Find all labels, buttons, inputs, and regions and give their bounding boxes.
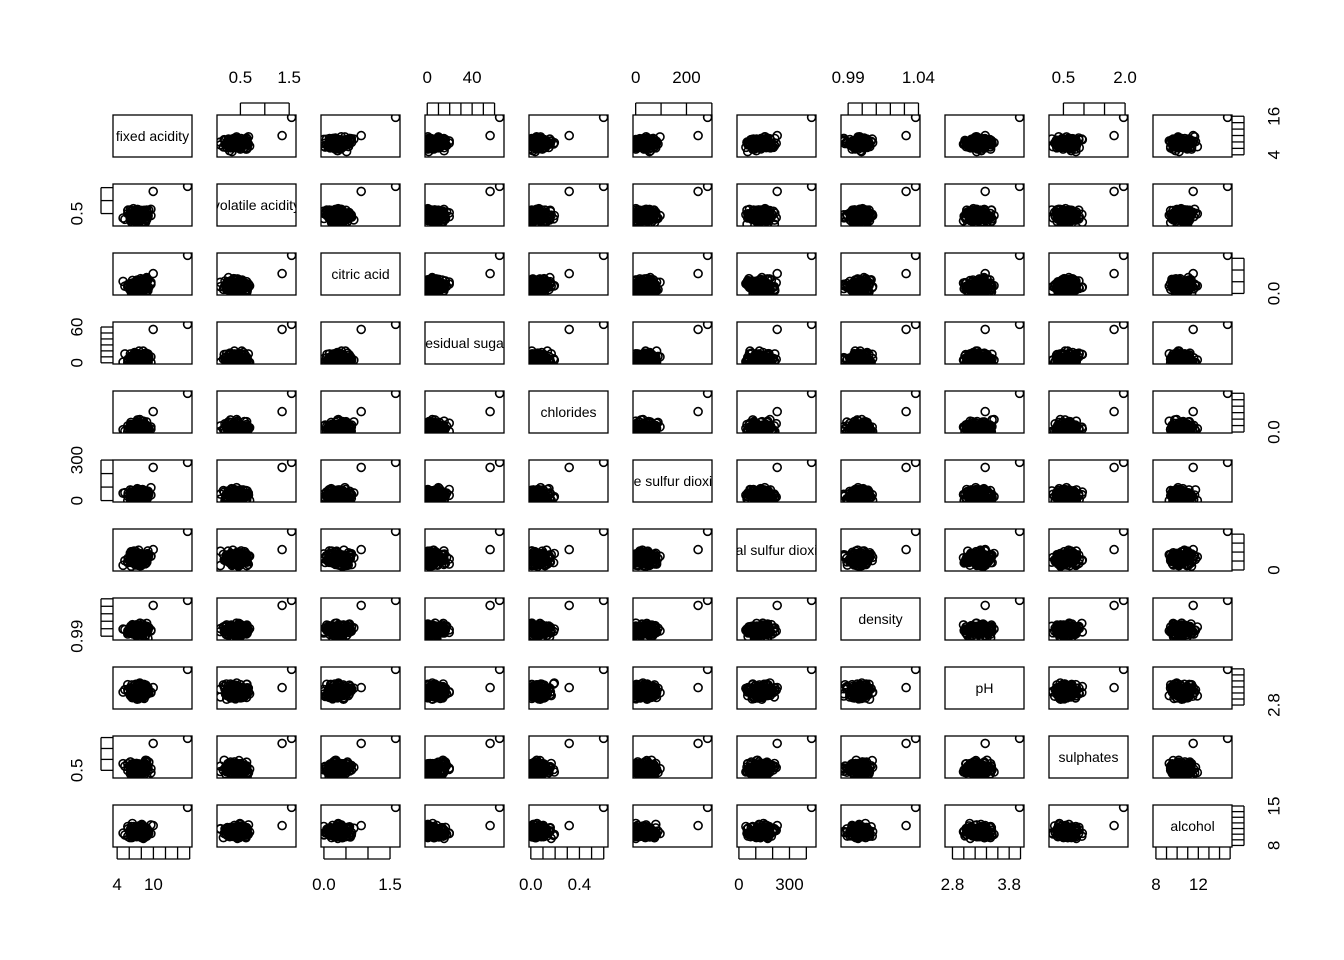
panel-citric-acid-vs-total-sulfur-dioxide: [737, 251, 816, 297]
panel-citric-acid-vs-residual-sugar: [424, 251, 504, 297]
panel-volatile-acidity-vs-sulphates: [1048, 182, 1128, 228]
panel-residual-sugar-vs-free-sulfur-dioxide: [632, 320, 712, 366]
panel-volatile-acidity-vs-volatile-acidity: volatile acidity: [213, 184, 300, 226]
panel-citric-acid-vs-free-sulfur-dioxide: [632, 251, 712, 297]
data-point: [149, 325, 157, 333]
data-point: [694, 325, 702, 333]
panel-citric-acid-vs-sulphates: [1048, 251, 1128, 297]
panel-volatile-acidity-vs-alcohol: [1153, 182, 1232, 228]
panel-residual-sugar-vs-citric-acid: [320, 320, 400, 366]
variable-label: fixed acidity: [116, 128, 189, 144]
data-point: [1189, 187, 1197, 195]
data-point: [902, 187, 910, 195]
panel-volatile-acidity-vs-total-sulfur-dioxide: [737, 182, 816, 228]
panel-fixed-acidity-vs-fixed-acidity: fixed acidity: [113, 115, 192, 157]
panel-fixed-acidity-vs-chlorides: [528, 113, 608, 157]
panel-fixed-acidity-vs-pH: [945, 113, 1024, 157]
data-point: [278, 132, 286, 140]
data-point: [486, 270, 494, 278]
panel-fixed-acidity-vs-density: [840, 113, 920, 157]
data-point: [357, 325, 365, 333]
variable-label: volatile acidity: [213, 197, 300, 213]
panel-citric-acid-vs-pH: [945, 251, 1024, 297]
panel-volatile-acidity-vs-pH: [945, 182, 1024, 228]
panel-volatile-acidity-vs-chlorides: [528, 182, 608, 228]
panel-citric-acid-vs-citric-acid: citric acid: [321, 253, 400, 295]
data-point: [278, 270, 286, 278]
data-point: [486, 187, 494, 195]
variable-label: residual sugar: [421, 335, 509, 351]
data-point: [1110, 270, 1118, 278]
panel-volatile-acidity-vs-citric-acid: [320, 182, 400, 228]
data-point: [565, 132, 573, 140]
data-point: [902, 132, 910, 140]
data-point: [278, 325, 286, 333]
data-point: [773, 270, 781, 278]
panel-residual-sugar-vs-volatile-acidity: [216, 320, 296, 366]
panel-residual-sugar-vs-total-sulfur-dioxide: [737, 320, 816, 366]
panel-residual-sugar-vs-fixed-acidity: [113, 320, 192, 366]
panel-volatile-acidity-vs-density: [840, 182, 920, 228]
data-point: [694, 187, 702, 195]
panel-fixed-acidity-vs-volatile-acidity: [216, 113, 296, 157]
panel-fixed-acidity-vs-alcohol: [1153, 113, 1232, 157]
data-point: [1110, 132, 1118, 140]
data-point: [149, 270, 157, 278]
panel-volatile-acidity-vs-free-sulfur-dioxide: [632, 182, 712, 228]
panel-residual-sugar-vs-chlorides: [528, 320, 608, 366]
data-point: [565, 187, 573, 195]
data-point: [981, 187, 989, 195]
panel-fixed-acidity-vs-total-sulfur-dioxide: [737, 113, 816, 157]
data-point: [357, 187, 365, 195]
panel-citric-acid-vs-fixed-acidity: [113, 251, 192, 297]
panel-citric-acid-vs-density: [840, 251, 920, 297]
panel-fixed-acidity-vs-sulphates: [1048, 113, 1128, 157]
panel-fixed-acidity-vs-free-sulfur-dioxide: [632, 113, 712, 157]
panel-citric-acid-vs-alcohol: [1153, 251, 1232, 297]
data-point: [694, 270, 702, 278]
data-point: [149, 187, 157, 195]
panel-volatile-acidity-vs-fixed-acidity: [113, 182, 192, 228]
data-point: [773, 187, 781, 195]
panel-fixed-acidity-vs-residual-sugar: [424, 113, 504, 157]
data-point: [357, 132, 365, 140]
variable-label: citric acid: [331, 266, 389, 282]
panel-citric-acid-vs-chlorides: [528, 251, 608, 297]
data-point: [1110, 187, 1118, 195]
data-point: [486, 132, 494, 140]
panel-citric-acid-vs-volatile-acidity: [216, 251, 296, 297]
data-point: [694, 132, 702, 140]
data-point: [565, 325, 573, 333]
panel-fixed-acidity-vs-citric-acid: [320, 113, 400, 157]
data-point: [902, 270, 910, 278]
panel-volatile-acidity-vs-residual-sugar: [424, 182, 504, 228]
data-point: [565, 270, 573, 278]
panel-residual-sugar-vs-residual-sugar: residual sugar: [421, 322, 509, 364]
